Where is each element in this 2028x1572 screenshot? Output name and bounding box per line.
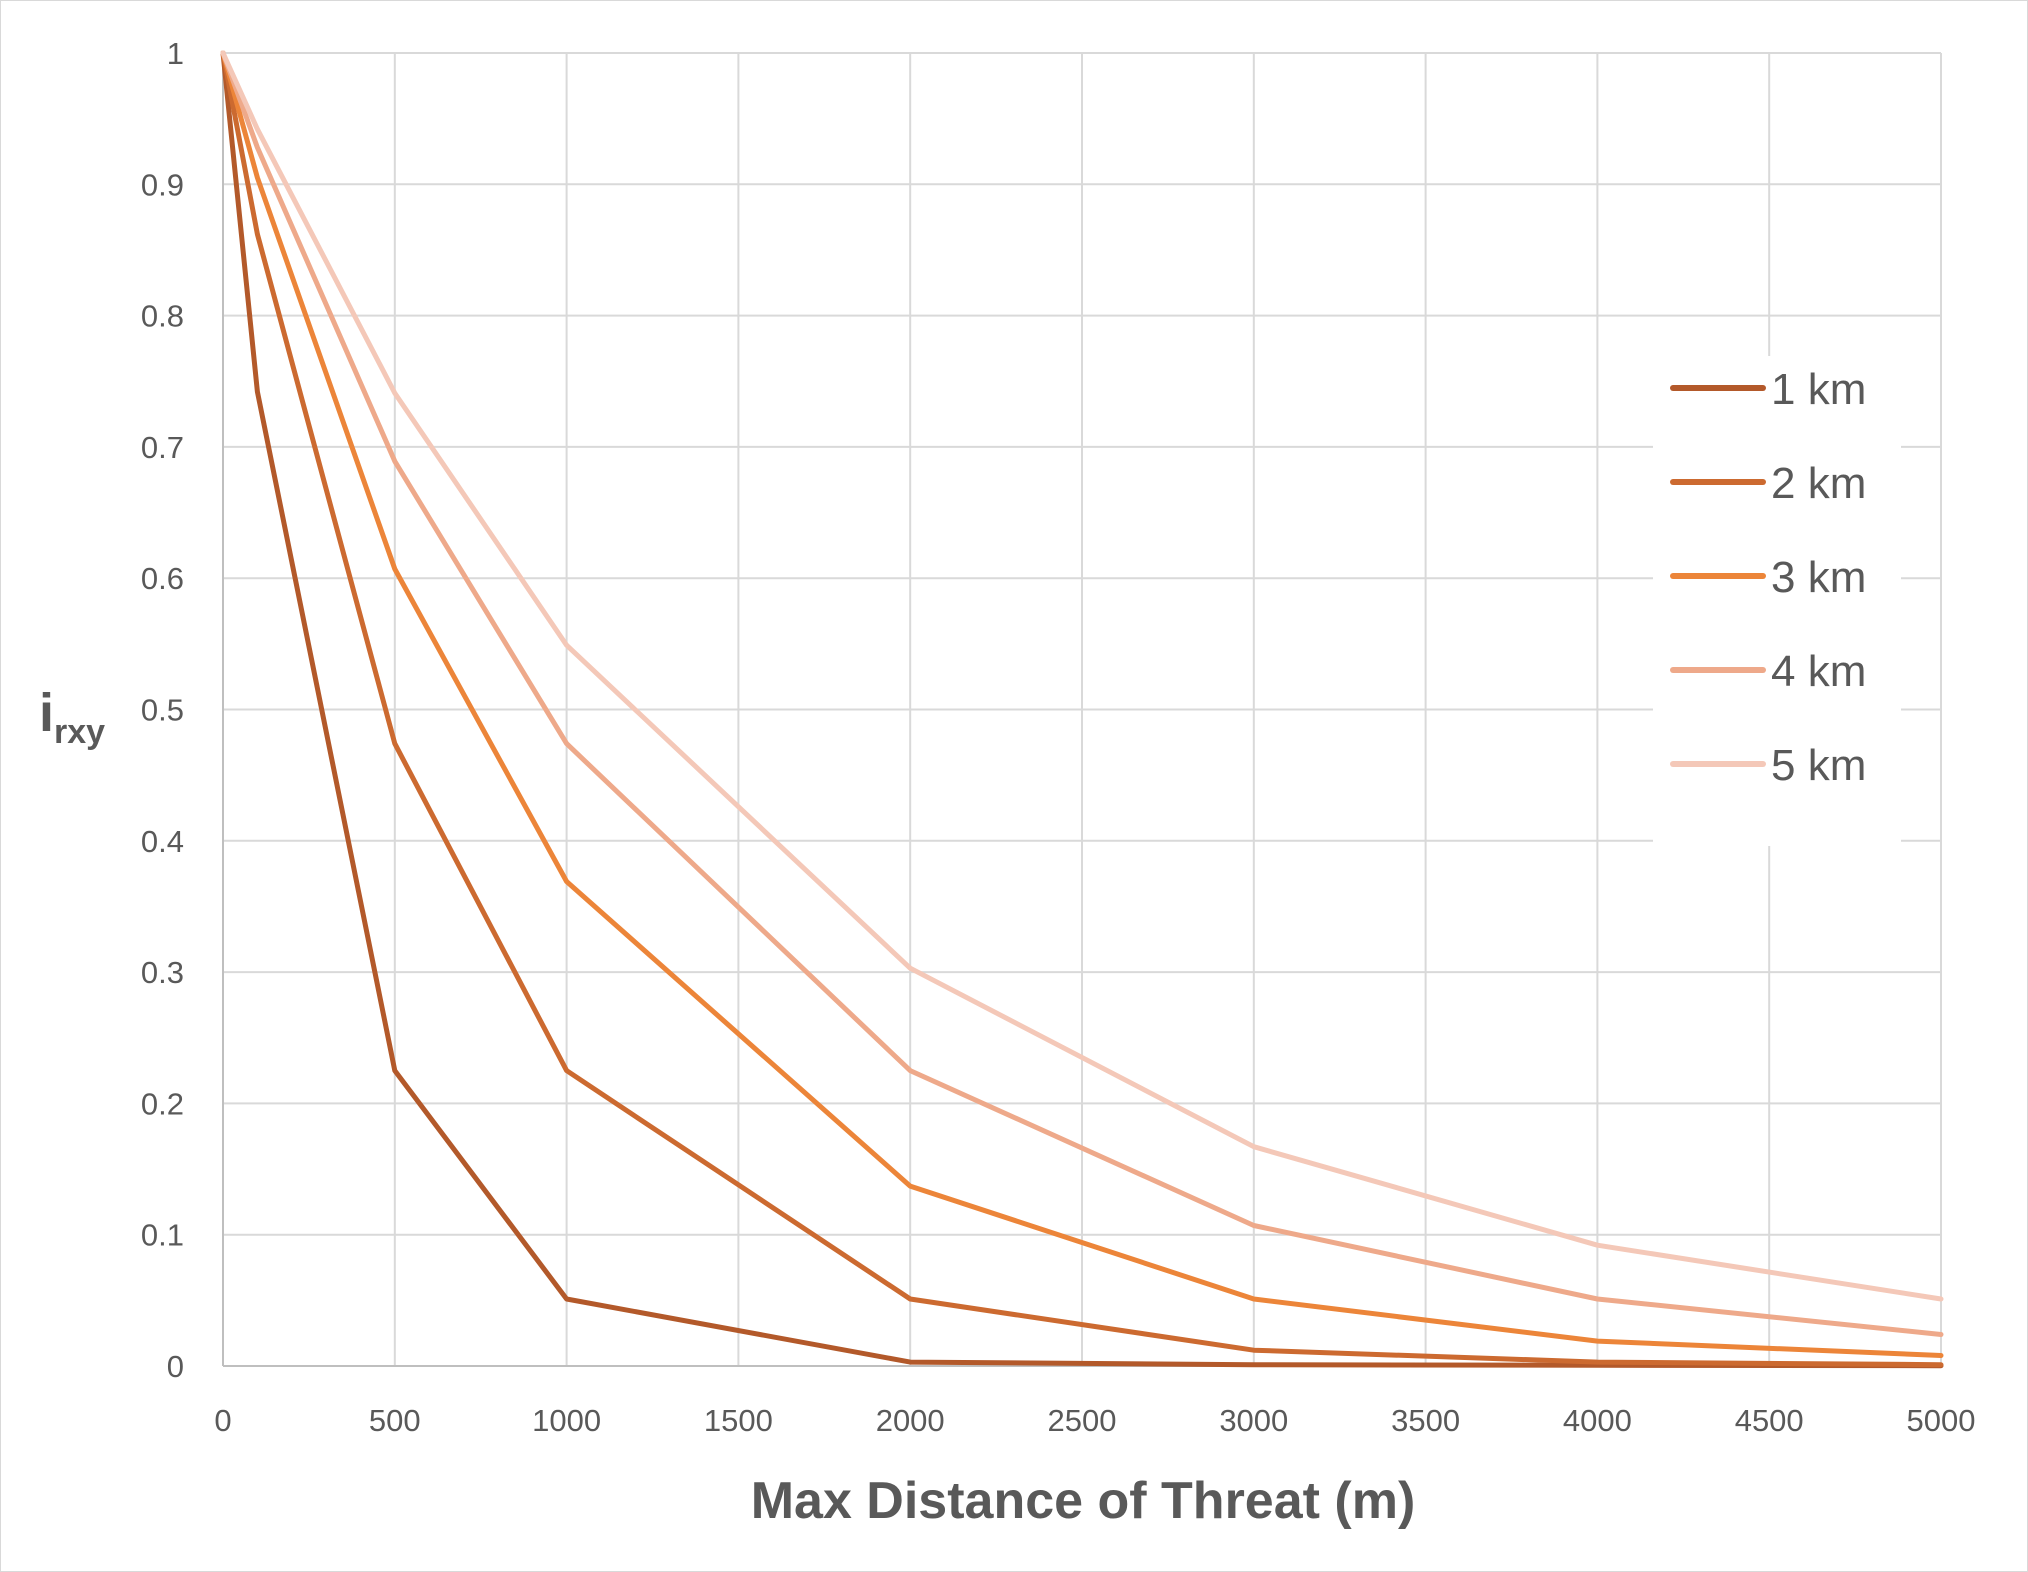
- grid-lines: [223, 52, 1942, 1366]
- y-tick-label: 0.4: [141, 824, 184, 859]
- x-tick-label: 1500: [704, 1403, 773, 1438]
- series-line-5: [220, 50, 1944, 1302]
- y-tick-label: 0.9: [141, 167, 184, 202]
- y-tick-label: 0.2: [141, 1086, 184, 1121]
- series-line-4: [220, 50, 1944, 1337]
- y-axis-title-main: i: [39, 683, 54, 743]
- y-axis-title: irxy: [39, 683, 105, 751]
- series-line-1: [220, 50, 1944, 1369]
- x-tick-label: 0: [214, 1403, 231, 1438]
- x-tick-label: 4500: [1735, 1403, 1804, 1438]
- x-tick-label: 2500: [1048, 1403, 1117, 1438]
- x-tick-label: 2000: [876, 1403, 945, 1438]
- x-tick-label: 1000: [532, 1403, 601, 1438]
- x-tick-label: 5000: [1907, 1403, 1976, 1438]
- y-tick-label: 0.7: [141, 430, 184, 465]
- x-tick-label: 3000: [1219, 1403, 1288, 1438]
- x-tick-label: 4000: [1563, 1403, 1632, 1438]
- y-axis-title-subscript: rxy: [54, 713, 105, 751]
- legend-label: 4 km: [1771, 647, 1866, 696]
- x-axis-title: Max Distance of Threat (m): [751, 1472, 1416, 1530]
- legend-label: 2 km: [1771, 459, 1866, 508]
- legend: 1 km 2 km 3 km 4 km 5 km: [1653, 356, 1901, 846]
- y-tick-label: 0.5: [141, 693, 184, 728]
- series-lines: [220, 50, 1944, 1369]
- series-line-3: [220, 50, 1944, 1358]
- legend-label: 3 km: [1771, 553, 1866, 602]
- y-tick-label: 0.8: [141, 299, 184, 334]
- series-line-2: [220, 50, 1944, 1368]
- legend-label: 5 km: [1771, 741, 1866, 790]
- tick-labels: 0 0.1 0.2 0.3 0.4 0.5 0.6 0.7 0.8 0.9 1 0 500 1000 150…: [141, 36, 1976, 1438]
- y-tick-label: 0.6: [141, 561, 184, 596]
- y-tick-label: 0.1: [141, 1218, 184, 1253]
- y-tick-label: 0: [167, 1349, 184, 1384]
- x-tick-label: 500: [369, 1403, 421, 1438]
- legend-label: 1 km: [1771, 365, 1866, 414]
- y-tick-label: 1: [167, 36, 184, 71]
- x-tick-label: 3500: [1391, 1403, 1460, 1438]
- y-tick-label: 0.3: [141, 955, 184, 990]
